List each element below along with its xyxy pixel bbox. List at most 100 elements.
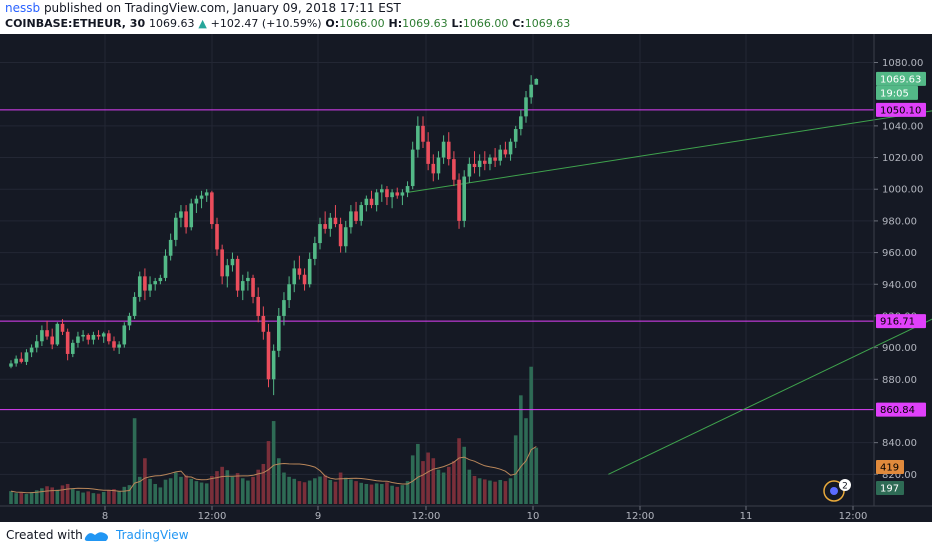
x-tick-label: 10 [527, 511, 540, 522]
candle-body [328, 217, 333, 229]
candle-body [96, 334, 101, 337]
close-label: C: [512, 17, 525, 30]
close-value: 1069.63 [524, 17, 571, 30]
price-tag-volume_ma: 419 [880, 463, 899, 474]
price-tag-bg [876, 102, 926, 117]
volume-bar [137, 476, 142, 504]
candle-body [246, 277, 250, 282]
candle-body [230, 258, 235, 266]
volume-bar [519, 395, 523, 504]
volume-bar [132, 418, 137, 504]
volume-bar [246, 480, 250, 504]
candle-body [251, 277, 255, 297]
open-label: O: [325, 17, 340, 30]
candle-body [493, 157, 497, 161]
x-tick-label: 9 [315, 511, 321, 522]
horizontal-levels[interactable] [0, 109, 874, 411]
volume-bar [225, 470, 230, 504]
candle-body [225, 265, 230, 277]
volume-bar [81, 492, 85, 504]
volume-bar [405, 481, 410, 504]
volume-bar [349, 479, 353, 504]
created-with-text: Created with [6, 528, 83, 542]
volume-bar [452, 461, 456, 504]
x-tick-label: 12:00 [412, 511, 441, 522]
y-tick-label: 1080.00 [882, 58, 923, 69]
author-link[interactable]: nessb [5, 1, 41, 15]
indicator-badge[interactable]: 2 [823, 479, 851, 502]
volume-bar [488, 480, 492, 504]
price-tag-bg [876, 71, 926, 86]
volume-bar [431, 458, 436, 504]
volume-bar [158, 487, 163, 504]
volume-bar [359, 482, 363, 504]
volume-bar [240, 478, 245, 504]
candle-body [235, 258, 240, 291]
candle-body [9, 363, 13, 367]
volume-bar [483, 479, 487, 504]
volume-bar [220, 466, 224, 504]
volume-bar [503, 481, 508, 504]
candle-body [297, 268, 302, 275]
trendline[interactable] [407, 47, 932, 193]
volume-bar [60, 485, 65, 504]
y-tick-label: 900.00 [882, 343, 917, 354]
candle-body [174, 217, 178, 240]
candle-body [529, 84, 533, 98]
tradingview-logo-icon[interactable] [84, 529, 110, 543]
candle-body [374, 192, 379, 206]
chart-header: nessb published on TradingView.com, Janu… [0, 0, 932, 34]
volume-bar [395, 486, 400, 504]
volume-bar [385, 482, 389, 504]
trendlines[interactable] [407, 47, 932, 475]
candle-body [519, 116, 523, 130]
candle-body [34, 341, 39, 348]
candle-body [441, 141, 446, 158]
volume-bar [101, 491, 106, 504]
y-tick-label: 980.00 [882, 216, 917, 227]
price-chart[interactable]: 1080.00 1040.00 1020.00 1000.00 980.00 960.00… [0, 34, 932, 522]
candle-body [282, 300, 286, 316]
symbol-label[interactable]: COINBASE:ETHEUR, 30 [5, 17, 146, 30]
candle-body [14, 358, 18, 364]
candle-body [436, 157, 441, 174]
candle-body [86, 334, 91, 340]
candle-body [168, 239, 173, 256]
candle-body [359, 205, 363, 221]
volume-ma-line [10, 446, 537, 494]
candle-body [158, 277, 163, 282]
candle-body [137, 276, 142, 297]
volume-bar [122, 486, 127, 504]
candle-body [385, 189, 389, 198]
volume-bar [333, 481, 338, 504]
y-tick-label: 820.00 [882, 470, 917, 481]
volume-bar [462, 446, 466, 504]
candle-body [256, 296, 260, 316]
candle-body [421, 125, 425, 142]
volume-bar [529, 366, 533, 504]
candle-body [29, 347, 34, 353]
candles [9, 75, 539, 396]
candle-body [400, 192, 405, 196]
candle-body [503, 149, 508, 155]
volume-bar [266, 441, 271, 504]
volume-bar [210, 475, 214, 504]
volume-bars [9, 366, 539, 504]
volume-bar [215, 471, 219, 504]
volume-bar [153, 483, 157, 504]
candle-body [40, 330, 44, 342]
candle-body [194, 198, 199, 204]
chart-grid [0, 34, 874, 506]
candle-body [380, 189, 384, 193]
volume-bar [112, 489, 116, 504]
time-axis[interactable]: 8 12:00 9 12:00 10 12:00 11 12:00 [102, 506, 868, 522]
volume-bar [29, 491, 34, 504]
candle-body [65, 331, 70, 354]
settings-circle-icon[interactable] [823, 480, 845, 502]
trendline[interactable] [608, 94, 932, 475]
candle-body [405, 186, 410, 193]
tradingview-brand[interactable]: TradingView [116, 528, 189, 542]
volume-bar [441, 472, 446, 504]
volume-bar [251, 476, 255, 504]
candle-body [204, 192, 209, 196]
